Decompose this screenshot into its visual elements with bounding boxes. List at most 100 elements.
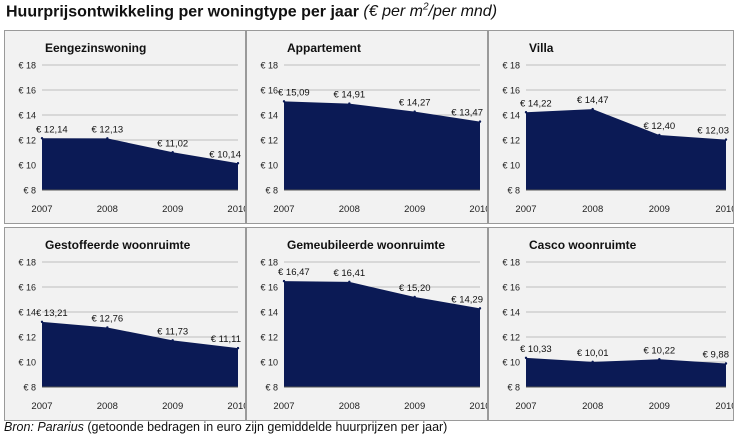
source-label: Bron: Pararius: [4, 420, 84, 434]
y-tick-label: € 16: [260, 86, 278, 96]
y-tick-label: € 18: [260, 61, 278, 71]
title-unit: (€ per m2/per mnd): [363, 2, 498, 21]
y-tick-label: € 12: [18, 333, 36, 343]
chart-title: Villa: [529, 41, 554, 55]
y-tick-label: € 10: [260, 358, 278, 368]
data-label: € 16,47: [278, 267, 310, 278]
y-tick-label: € 16: [502, 283, 520, 293]
y-tick-label: € 14: [18, 111, 36, 121]
chart-title: Gemeubileerde woonruimte: [287, 238, 445, 252]
y-tick-label: € 18: [18, 61, 36, 71]
x-tick-label: 2009: [404, 204, 425, 215]
x-tick-label: 2009: [162, 204, 183, 215]
data-point: [658, 133, 661, 137]
data-label: € 14,91: [333, 90, 365, 101]
y-tick-label: € 14: [260, 308, 278, 318]
chart-gestoffeerde-woonruimte: Gestoffeerde woonruimte€ 8€ 10€ 12€ 14€ …: [18, 238, 245, 412]
series-area: [284, 281, 480, 387]
chart-panel-appartement: Appartement € 8 € 10 € 12 € 14 € 16 € 18 € 15,0…: [246, 30, 488, 224]
y-tick-label: € 10: [18, 358, 36, 368]
y-tick-label: € 12: [260, 333, 278, 343]
title-text: Huurprijsontwikkeling per woningtype per…: [6, 3, 359, 21]
data-point: [282, 100, 286, 103]
y-tick-label: € 14: [18, 308, 36, 318]
data-label: € 15,09: [278, 87, 310, 98]
x-tick-label: 2007: [273, 401, 294, 412]
chart-panel-eengezinswoning: Eengezinswoning € 8 € 10 € 12 € 14 € 16 € 18 € …: [4, 30, 246, 224]
series-area: [42, 138, 238, 190]
x-tick-label: 2008: [339, 204, 360, 215]
data-point: [658, 358, 661, 361]
x-tick-label: 2009: [162, 401, 183, 412]
series-area: [42, 321, 238, 387]
data-point: [236, 162, 240, 165]
data-point: [524, 111, 528, 114]
page-title: Huurprijsontwikkeling per woningtype per…: [6, 2, 497, 21]
x-tick-label: 2007: [515, 401, 536, 412]
x-tick-label: 2007: [31, 204, 52, 215]
chart-eengezinswoning: Eengezinswoning € 8 € 10 € 12 € 14 € 16 € 18 € …: [18, 41, 245, 215]
chart-title: Gestoffeerde woonruimte: [45, 238, 191, 252]
x-tick-label: 2010: [227, 204, 245, 215]
x-tick-label: 2008: [582, 204, 603, 215]
y-tick-label: € 12: [260, 136, 278, 146]
y-tick-label: € 14: [260, 111, 278, 121]
series-area: [526, 109, 726, 190]
data-label: € 12,14: [36, 124, 68, 135]
chart-title: Casco woonruimte: [529, 238, 637, 252]
data-label: € 12,76: [91, 314, 123, 325]
x-tick-label: 2010: [715, 401, 733, 412]
y-tick-label: € 18: [260, 258, 278, 268]
y-tick-label: € 16: [260, 283, 278, 293]
data-label: € 10,01: [577, 348, 609, 359]
y-tick-label: € 10: [502, 161, 520, 171]
data-point: [348, 280, 351, 284]
data-point: [171, 151, 174, 154]
x-tick-label: 2009: [649, 401, 670, 412]
data-point: [236, 346, 240, 350]
y-tick-label: € 18: [502, 258, 520, 268]
y-tick-label: € 12: [18, 136, 36, 146]
series-area: [526, 357, 726, 387]
data-label: € 12,13: [91, 124, 123, 135]
y-tick-label: € 12: [502, 333, 520, 343]
data-label: € 16,41: [333, 268, 365, 279]
chart-appartement: Appartement € 8 € 10 € 12 € 14 € 16 € 18 € 15,0…: [260, 41, 487, 215]
data-point: [724, 362, 728, 365]
y-tick-label: € 16: [18, 283, 36, 293]
data-point: [282, 279, 286, 283]
data-label: € 11,73: [157, 326, 188, 337]
y-tick-label: € 18: [502, 61, 520, 71]
data-label: € 12,40: [643, 121, 675, 132]
chart-panel-gestoffeerde-woonruimte: Gestoffeerde woonruimte € 8 € 10 € 12 € 14 € …: [4, 227, 246, 421]
chart-villa: Villa € 8 € 10 € 12 € 14 € 16 € 18 € 14,22 2007 €…: [502, 41, 733, 215]
data-label: € 11,11: [211, 334, 241, 345]
x-tick-label: 2007: [31, 401, 52, 412]
data-label: € 10,33: [520, 344, 552, 355]
data-point: [724, 138, 728, 141]
x-tick-label: 2008: [339, 401, 360, 412]
data-label: € 14,22: [520, 98, 552, 109]
y-tick-label: € 8: [265, 186, 278, 196]
y-tick-label: € 10: [502, 358, 520, 368]
y-tick-label: € 18: [18, 258, 36, 268]
x-tick-label: 2010: [715, 204, 733, 215]
data-label: € 14,47: [577, 95, 609, 106]
y-tick-label: € 8: [265, 383, 278, 393]
y-tick-label: € 10: [260, 161, 278, 171]
data-point: [40, 320, 44, 324]
data-label: € 13,47: [451, 108, 483, 119]
x-tick-label: 2010: [469, 204, 487, 215]
data-point: [591, 107, 594, 111]
x-tick-label: 2010: [227, 401, 245, 412]
x-tick-label: 2008: [97, 204, 118, 215]
data-point: [40, 137, 44, 140]
data-label: € 9,88: [703, 350, 729, 361]
y-tick-label: € 8: [507, 383, 520, 393]
data-label: € 14,27: [399, 98, 431, 109]
x-tick-label: 2008: [582, 401, 603, 412]
y-tick-label: € 10: [18, 161, 36, 171]
data-point: [478, 307, 482, 310]
chart-panel-casco-woonruimte: Casco woonruimte € 8 € 10 € 12 € 14 € 16 € 18 €…: [488, 227, 734, 421]
data-point: [171, 339, 174, 342]
